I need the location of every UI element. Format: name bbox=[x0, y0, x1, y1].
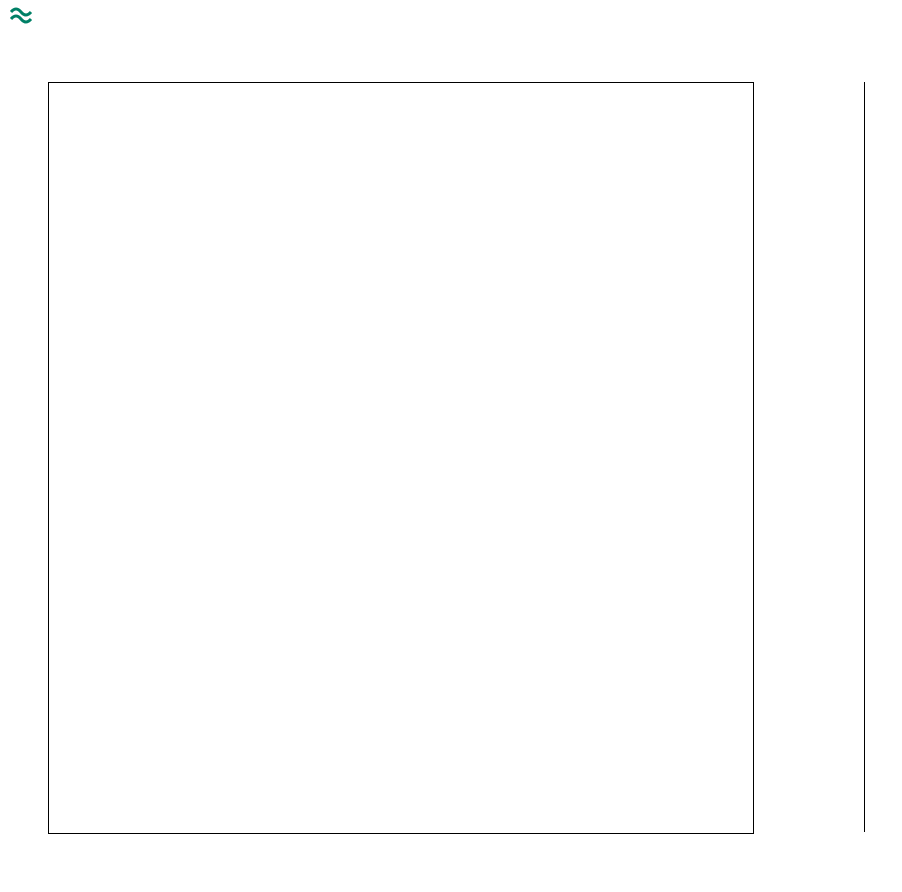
spectrogram-plot bbox=[48, 82, 752, 832]
spectrogram-canvas bbox=[48, 82, 754, 834]
usgs-wave-icon bbox=[10, 4, 32, 26]
scale-bar-right bbox=[864, 82, 865, 832]
usgs-logo bbox=[10, 4, 34, 26]
x-axis bbox=[48, 834, 752, 864]
y-axis-right bbox=[770, 82, 810, 832]
y-axis-left bbox=[6, 82, 46, 832]
